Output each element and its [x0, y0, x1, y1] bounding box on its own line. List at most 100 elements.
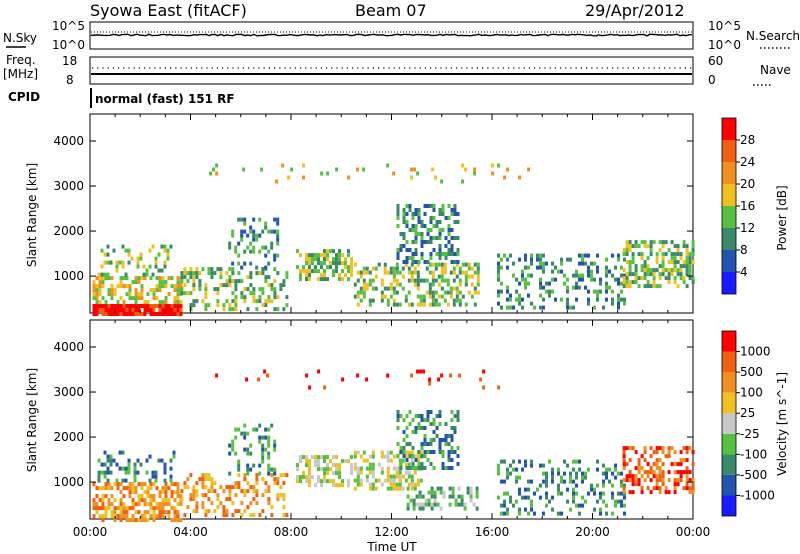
data-cell	[326, 249, 329, 254]
data-cell	[521, 273, 524, 278]
data-cell	[572, 479, 575, 484]
data-cell	[296, 479, 299, 484]
data-cell	[225, 497, 229, 502]
data-cell	[246, 233, 250, 238]
data-cell	[128, 292, 132, 297]
data-cell	[157, 458, 161, 463]
data-cell	[368, 466, 372, 471]
data-cell	[374, 286, 378, 291]
data-cell	[421, 502, 425, 507]
data-cell	[634, 474, 638, 479]
data-cell	[140, 312, 144, 316]
data-cell	[605, 289, 608, 294]
data-cell	[658, 264, 662, 269]
data-cell	[435, 220, 439, 224]
data-cell	[231, 439, 235, 444]
data-cell	[383, 270, 387, 275]
data-cell	[433, 498, 437, 503]
data-cell	[296, 463, 299, 468]
data-cell	[151, 470, 155, 475]
data-cell	[149, 308, 153, 312]
data-cell	[410, 278, 414, 283]
data-cell	[240, 513, 244, 518]
data-cell	[475, 494, 479, 499]
data-cell	[249, 275, 253, 280]
data-cell	[329, 265, 332, 270]
nsearch-tick-top: 10^5	[708, 19, 741, 33]
data-cell	[371, 286, 375, 291]
data-cell	[542, 269, 545, 274]
data-cell	[458, 290, 462, 295]
data-cell	[106, 466, 110, 471]
data-cell	[434, 302, 438, 307]
data-cell	[164, 312, 168, 316]
data-cell	[464, 274, 468, 279]
data-cell	[427, 498, 431, 503]
data-cell	[371, 266, 375, 271]
data-cell	[473, 286, 477, 291]
data-cell	[275, 179, 279, 184]
data-cell	[414, 430, 418, 434]
colorbar-swatch	[722, 413, 736, 434]
data-cell	[566, 277, 569, 282]
data-cell	[149, 312, 153, 316]
data-cell	[396, 248, 400, 252]
data-cell	[428, 290, 432, 295]
data-cell	[368, 462, 372, 467]
data-cell	[389, 266, 393, 271]
data-cell	[320, 479, 323, 484]
data-cell	[110, 296, 114, 301]
data-cell	[329, 479, 332, 484]
data-cell	[134, 300, 138, 305]
data-cell	[356, 270, 360, 275]
data-cell	[676, 284, 680, 289]
data-cell	[667, 272, 671, 277]
data-cell	[409, 498, 413, 503]
data-cell	[122, 312, 126, 316]
data-cell	[515, 479, 518, 484]
data-cell	[344, 265, 347, 270]
colorbar-swatch	[722, 351, 736, 373]
data-cell	[219, 275, 223, 280]
data-cell	[646, 256, 650, 261]
data-cell	[640, 256, 644, 261]
data-cell	[210, 485, 214, 490]
data-cell	[590, 277, 593, 282]
data-cell	[121, 478, 125, 483]
data-cell	[460, 502, 464, 507]
data-cell	[432, 208, 436, 212]
data-cell	[252, 463, 256, 468]
data-cell	[98, 308, 102, 312]
data-cell	[113, 518, 117, 523]
data-cell	[104, 506, 108, 511]
data-cell	[448, 494, 452, 499]
data-cell	[231, 261, 235, 266]
data-cell	[602, 305, 605, 310]
data-cell	[125, 506, 129, 511]
data-cell	[456, 212, 460, 216]
data-cell	[134, 312, 138, 316]
data-cell	[637, 252, 641, 257]
data-cell	[163, 248, 167, 253]
data-cell	[213, 271, 217, 276]
data-cell	[119, 518, 123, 523]
data-cell	[628, 272, 632, 277]
data-cell	[617, 277, 620, 282]
data-cell	[128, 494, 132, 499]
data-cell	[267, 443, 271, 448]
data-cell	[431, 282, 435, 287]
y-axis-label-velocity: Slant Range [km]	[25, 368, 39, 472]
data-cell	[137, 482, 141, 487]
data-cell	[183, 485, 187, 490]
data-cell	[386, 470, 390, 475]
data-cell	[536, 487, 539, 492]
data-cell	[518, 257, 521, 262]
data-cell	[122, 510, 126, 515]
data-cell	[691, 260, 695, 265]
nsky-tick-bottom: 10^0	[52, 38, 85, 52]
data-cell	[658, 248, 662, 253]
data-cell	[311, 257, 314, 262]
data-cell	[622, 478, 626, 483]
data-cell	[569, 507, 572, 512]
data-cell	[92, 514, 96, 519]
